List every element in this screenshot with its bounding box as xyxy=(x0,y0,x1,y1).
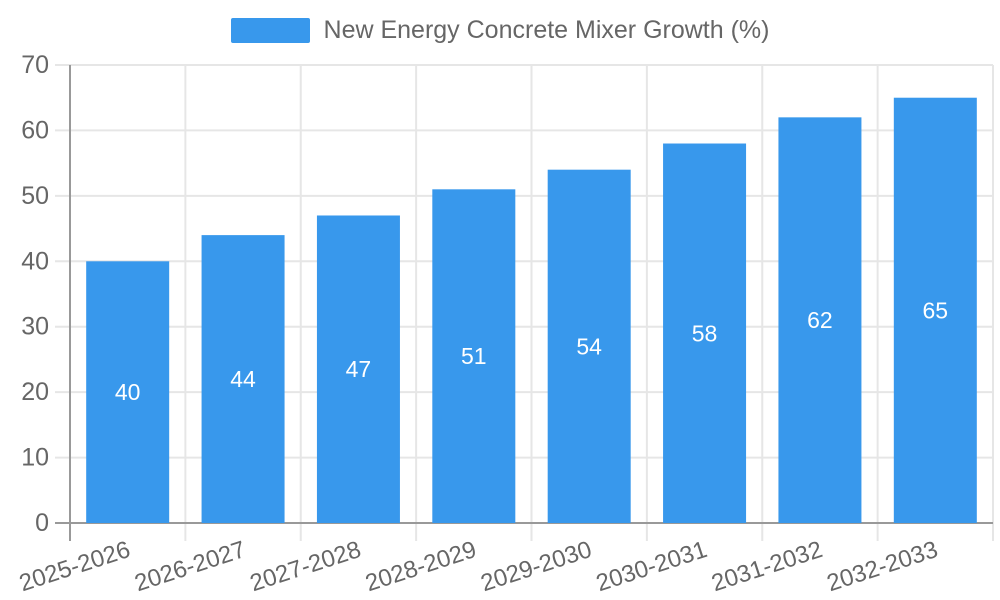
x-axis-category-label: 2026-2027 xyxy=(131,536,249,597)
bar[interactable] xyxy=(432,189,516,524)
y-axis-tick-label: 70 xyxy=(21,51,49,79)
legend-swatch xyxy=(230,17,310,43)
legend[interactable]: New Energy Concrete Mixer Growth (%) xyxy=(0,16,1000,44)
y-axis-tick-label: 20 xyxy=(21,378,49,406)
legend-label: New Energy Concrete Mixer Growth (%) xyxy=(323,15,770,44)
bar-value-label: 58 xyxy=(692,320,718,346)
bar[interactable] xyxy=(201,235,285,523)
bar-value-label: 62 xyxy=(807,307,833,333)
x-axis-category-label: 2027-2028 xyxy=(247,536,365,597)
bar-value-label: 44 xyxy=(230,366,256,392)
y-axis-tick-label: 60 xyxy=(21,116,49,144)
x-axis-category-label: 2028-2029 xyxy=(362,536,480,597)
y-axis-tick-label: 40 xyxy=(21,247,49,275)
bar-value-label: 65 xyxy=(923,297,949,323)
y-axis-tick-label: 30 xyxy=(21,313,49,341)
bar[interactable] xyxy=(86,261,170,523)
bar[interactable] xyxy=(778,117,862,523)
bar[interactable] xyxy=(663,143,747,523)
x-axis-category-label: 2032-2033 xyxy=(824,536,942,597)
bar[interactable] xyxy=(316,215,400,523)
x-axis-category-label: 2030-2031 xyxy=(593,536,711,597)
bar[interactable] xyxy=(893,97,977,523)
bar[interactable] xyxy=(547,169,631,523)
x-axis-category-label: 2031-2032 xyxy=(708,536,826,597)
bar-value-label: 54 xyxy=(576,333,602,359)
y-axis-tick-label: 0 xyxy=(35,509,49,537)
y-axis-tick-label: 10 xyxy=(21,444,49,472)
bar-value-label: 40 xyxy=(115,379,141,405)
bar-value-label: 47 xyxy=(346,356,372,382)
x-axis-category-label: 2029-2030 xyxy=(478,536,596,597)
y-axis-tick-label: 50 xyxy=(21,182,49,210)
x-axis-category-label: 2025-2026 xyxy=(16,536,134,597)
bar-value-label: 51 xyxy=(461,343,487,369)
